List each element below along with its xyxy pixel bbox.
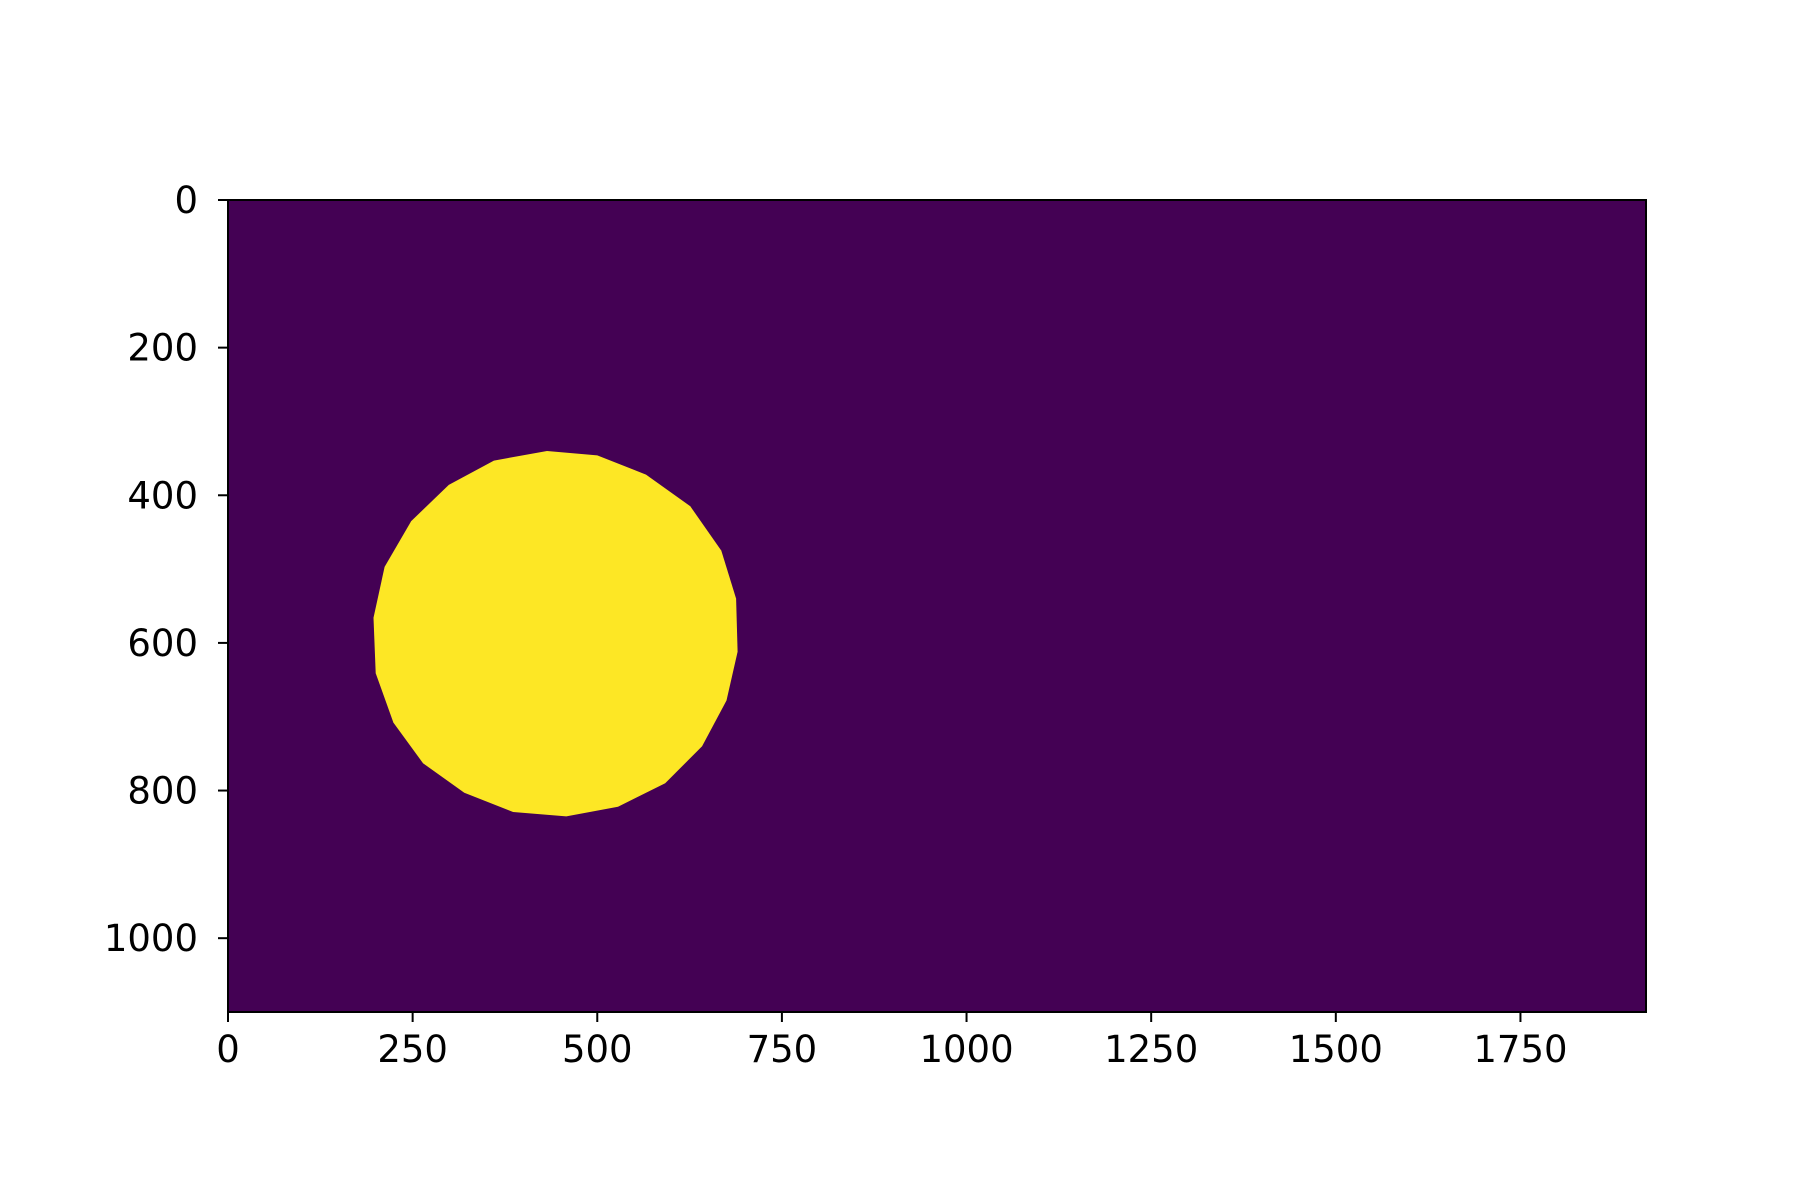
x-tick-label: 1250	[1104, 1028, 1198, 1071]
y-tick-label: 200	[127, 327, 198, 370]
y-tick-label: 0	[174, 179, 198, 222]
y-tick-label: 800	[127, 770, 198, 813]
y-axis: 0 200 400 600 800 1000	[104, 179, 228, 960]
x-tick-label: 0	[216, 1028, 240, 1071]
heatmap-region-disk	[373, 451, 738, 817]
x-axis: 0 250 500 750 1000 1250 1500 1750	[216, 1012, 1568, 1071]
plot-area	[227, 199, 1647, 1013]
y-tick-label: 1000	[104, 917, 198, 960]
x-tick-label: 1500	[1289, 1028, 1383, 1071]
x-tick-label: 500	[562, 1028, 633, 1071]
y-tick-label: 400	[127, 474, 198, 517]
x-tick-label: 250	[377, 1028, 448, 1071]
x-tick-label: 1000	[919, 1028, 1013, 1071]
x-tick-label: 1750	[1473, 1028, 1567, 1071]
y-tick-label: 600	[127, 622, 198, 665]
plot-frame	[227, 199, 1647, 1013]
x-tick-label: 750	[747, 1028, 818, 1071]
